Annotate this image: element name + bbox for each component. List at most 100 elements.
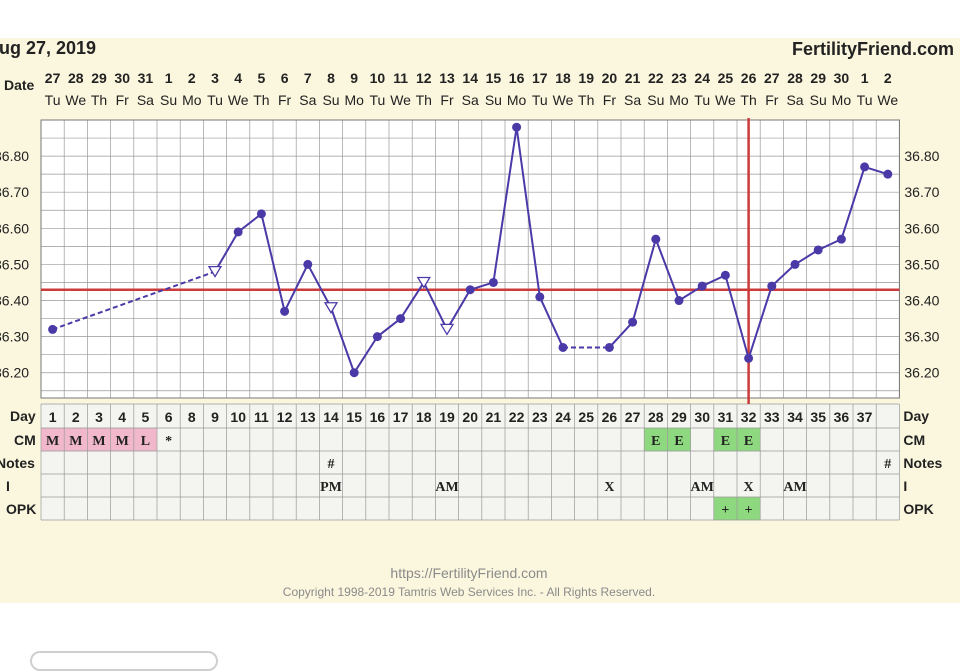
weekday-label: Tu xyxy=(857,92,873,108)
y-tick-label-left: 36.80 xyxy=(0,148,29,164)
temp-point xyxy=(767,281,777,291)
weekday-label: Su xyxy=(647,92,664,108)
date-label: 1 xyxy=(165,70,173,86)
temp-line xyxy=(724,274,750,359)
temp-line xyxy=(492,127,518,283)
y-tick-label-left: 36.20 xyxy=(0,365,29,381)
cycle-day-label: 3 xyxy=(95,409,103,425)
weekday-label: We xyxy=(228,92,249,108)
temp-point xyxy=(674,296,684,306)
cycle-day-label: 21 xyxy=(486,409,502,425)
date-label: 21 xyxy=(625,70,641,86)
row-label-cm: CM xyxy=(14,432,36,448)
note-marker: # xyxy=(884,457,891,472)
temp-line xyxy=(376,317,402,338)
date-label: 28 xyxy=(787,70,803,86)
site-name[interactable]: FertilityFriend.com xyxy=(791,39,954,59)
date-label: 29 xyxy=(810,70,826,86)
temp-point xyxy=(488,277,498,287)
cm-value: E xyxy=(721,434,730,449)
cycle-day-label: 34 xyxy=(787,409,803,425)
temp-point xyxy=(512,122,522,132)
date-label: 12 xyxy=(416,70,432,86)
cycle-day-label: 25 xyxy=(578,409,594,425)
date-label: 29 xyxy=(91,70,107,86)
cm-value: E xyxy=(674,434,683,449)
cycle-day-label: 10 xyxy=(230,409,246,425)
row-label-notes: Notes xyxy=(0,455,35,471)
intercourse-value: AM xyxy=(435,480,458,495)
temp-point xyxy=(256,209,266,219)
weekday-label: We xyxy=(715,92,736,108)
weekday-label: Mo xyxy=(507,92,527,108)
intercourse-value: X xyxy=(604,480,614,495)
row-label-date: Date xyxy=(4,77,35,93)
cycle-day-label: 22 xyxy=(509,409,525,425)
date-label: 30 xyxy=(834,70,850,86)
temp-point xyxy=(349,368,359,378)
weekday-label: Tu xyxy=(532,92,548,108)
temp-line xyxy=(422,282,448,330)
weekday-label: Th xyxy=(740,92,756,108)
weekday-label: Sa xyxy=(299,92,316,108)
cycle-day-label: 19 xyxy=(439,409,455,425)
cycle-day-label: 33 xyxy=(764,409,780,425)
fertility-chart: Date 27 28 29 30 31 1 2 3 4 5 6 7 8 9 10 11 12 13 14 15 16 17 1… xyxy=(0,70,943,599)
cycle-day-label: 2 xyxy=(72,409,80,425)
intercourse-value: PM xyxy=(320,480,342,495)
cycle-day-label: 27 xyxy=(625,409,641,425)
date-label: 22 xyxy=(648,70,664,86)
cm-value: E xyxy=(651,434,660,449)
date-label: 11 xyxy=(393,70,408,86)
date-label: 31 xyxy=(138,70,154,86)
cycle-day-label: 16 xyxy=(370,409,386,425)
date-label: 25 xyxy=(718,70,734,86)
opk-cell-highlight xyxy=(713,497,737,521)
temp-line xyxy=(353,336,379,374)
temp-point xyxy=(836,234,846,244)
weekday-label: Sa xyxy=(624,92,641,108)
temp-point-discarded xyxy=(323,302,339,315)
weekday-label: We xyxy=(877,92,898,108)
temp-line xyxy=(306,263,332,309)
cycle-day-label: 32 xyxy=(741,409,757,425)
weekday-label: Mo xyxy=(832,92,852,108)
temp-line-dashed xyxy=(52,270,216,331)
cycle-day-label: 11 xyxy=(254,409,269,425)
temp-line xyxy=(608,321,634,349)
temp-point xyxy=(860,162,870,172)
temp-point xyxy=(372,332,382,342)
cm-value: M xyxy=(46,434,59,449)
intercourse-value: AM xyxy=(691,480,714,495)
cycle-day-label: 23 xyxy=(532,409,548,425)
date-label: 20 xyxy=(602,70,618,86)
temp-line xyxy=(446,289,472,330)
intercourse-value: AM xyxy=(783,480,806,495)
cm-value: M xyxy=(92,434,105,449)
temp-point xyxy=(465,285,475,295)
row-label-intercourse: I xyxy=(6,478,10,494)
cycle-day-label: 5 xyxy=(142,409,150,425)
cm-value: E xyxy=(744,434,753,449)
temp-line xyxy=(678,285,703,302)
row-label-right-cm: CM xyxy=(903,432,925,448)
temp-point xyxy=(744,353,754,363)
date-label: 7 xyxy=(304,70,312,86)
temp-line xyxy=(330,307,356,374)
row-label-right-opk: OPK xyxy=(903,501,933,517)
weekday-label: Mo xyxy=(344,92,364,108)
temp-point xyxy=(558,342,568,352)
temp-line xyxy=(771,263,796,287)
row-label-right-intercourse: I xyxy=(903,478,907,494)
weekday-label: We xyxy=(390,92,411,108)
cm-value: M xyxy=(116,434,129,449)
weekday-label: We xyxy=(553,92,574,108)
bottom-input-bar[interactable] xyxy=(30,651,218,671)
temp-point xyxy=(697,281,707,291)
temp-line xyxy=(654,238,680,301)
date-label: 16 xyxy=(509,70,525,86)
cycle-day-label: 24 xyxy=(555,409,571,425)
date-label: 28 xyxy=(68,70,84,86)
y-tick-label-right: 36.80 xyxy=(904,148,939,164)
temp-point xyxy=(233,227,243,237)
